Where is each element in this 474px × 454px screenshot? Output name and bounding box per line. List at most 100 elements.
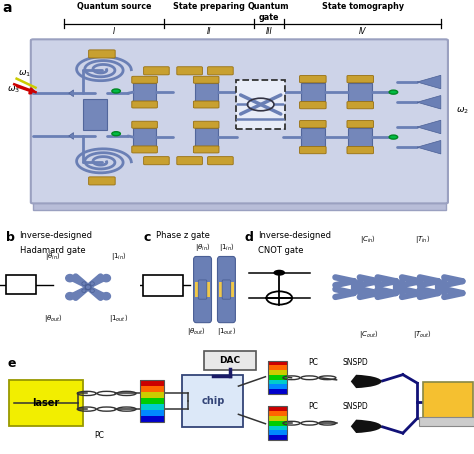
- Text: Hadamard gate: Hadamard gate: [19, 246, 85, 255]
- FancyBboxPatch shape: [347, 120, 374, 128]
- Text: State preparing: State preparing: [173, 2, 245, 11]
- Text: $|1_{in}\rangle$: $|1_{in}\rangle$: [111, 250, 127, 262]
- FancyBboxPatch shape: [195, 83, 218, 101]
- FancyBboxPatch shape: [300, 120, 326, 128]
- FancyBboxPatch shape: [9, 380, 83, 426]
- FancyBboxPatch shape: [83, 99, 107, 130]
- Circle shape: [389, 135, 398, 139]
- Circle shape: [90, 282, 94, 286]
- FancyBboxPatch shape: [268, 411, 287, 416]
- FancyBboxPatch shape: [268, 385, 287, 389]
- Text: $|C_{out}\rangle$: $|C_{out}\rangle$: [359, 329, 378, 340]
- Circle shape: [82, 289, 86, 292]
- FancyBboxPatch shape: [193, 146, 219, 153]
- FancyBboxPatch shape: [198, 280, 207, 299]
- FancyBboxPatch shape: [132, 76, 157, 83]
- Text: PC: PC: [308, 402, 318, 411]
- FancyBboxPatch shape: [423, 382, 473, 422]
- FancyBboxPatch shape: [268, 380, 287, 385]
- Circle shape: [85, 285, 91, 290]
- FancyBboxPatch shape: [268, 389, 287, 394]
- FancyBboxPatch shape: [182, 375, 243, 427]
- Text: Inverse-designed: Inverse-designed: [258, 231, 331, 240]
- FancyBboxPatch shape: [218, 257, 236, 323]
- Text: SNSPD: SNSPD: [343, 402, 368, 411]
- Text: c: c: [144, 231, 151, 244]
- Text: $|C_{in}\rangle$: $|C_{in}\rangle$: [360, 233, 376, 246]
- FancyBboxPatch shape: [133, 83, 156, 101]
- FancyBboxPatch shape: [301, 83, 325, 102]
- Text: III: III: [265, 27, 272, 36]
- FancyBboxPatch shape: [132, 121, 157, 128]
- FancyBboxPatch shape: [347, 147, 374, 154]
- Wedge shape: [351, 375, 382, 388]
- Text: Inverse-designed: Inverse-designed: [19, 231, 92, 240]
- Wedge shape: [351, 419, 382, 433]
- FancyBboxPatch shape: [132, 146, 157, 153]
- Polygon shape: [69, 133, 73, 139]
- Circle shape: [112, 89, 120, 93]
- FancyBboxPatch shape: [208, 157, 233, 165]
- Text: Quantum source: Quantum source: [76, 2, 151, 11]
- Circle shape: [66, 292, 74, 300]
- FancyBboxPatch shape: [31, 39, 448, 203]
- FancyBboxPatch shape: [140, 398, 164, 404]
- Text: d: d: [244, 231, 253, 244]
- Text: CNOT gate: CNOT gate: [258, 246, 304, 255]
- Polygon shape: [417, 120, 441, 134]
- FancyBboxPatch shape: [268, 430, 287, 435]
- Circle shape: [102, 275, 110, 282]
- FancyBboxPatch shape: [419, 418, 474, 426]
- FancyBboxPatch shape: [268, 435, 287, 440]
- FancyBboxPatch shape: [143, 275, 182, 296]
- FancyBboxPatch shape: [144, 157, 169, 165]
- FancyBboxPatch shape: [208, 67, 233, 75]
- Text: State tomography: State tomography: [321, 2, 404, 11]
- Text: $|1_{out}\rangle$: $|1_{out}\rangle$: [109, 311, 128, 324]
- FancyBboxPatch shape: [348, 83, 372, 102]
- Text: $R_z(\theta)$: $R_z(\theta)$: [153, 279, 173, 291]
- Text: chip: chip: [201, 396, 225, 406]
- FancyBboxPatch shape: [348, 128, 372, 147]
- FancyBboxPatch shape: [140, 404, 164, 410]
- FancyBboxPatch shape: [268, 375, 287, 380]
- Text: $|1_{in}\rangle$: $|1_{in}\rangle$: [219, 241, 234, 253]
- FancyBboxPatch shape: [300, 75, 326, 83]
- FancyBboxPatch shape: [177, 157, 202, 165]
- FancyBboxPatch shape: [140, 392, 164, 398]
- FancyBboxPatch shape: [268, 406, 287, 411]
- FancyBboxPatch shape: [300, 102, 326, 109]
- FancyBboxPatch shape: [195, 282, 210, 297]
- Text: b: b: [6, 231, 15, 244]
- Circle shape: [66, 275, 74, 282]
- Text: $|\theta_{in}\rangle$: $|\theta_{in}\rangle$: [195, 241, 210, 253]
- Polygon shape: [417, 75, 441, 89]
- Text: a: a: [2, 1, 12, 15]
- Circle shape: [90, 289, 94, 292]
- Text: e: e: [7, 357, 16, 370]
- FancyBboxPatch shape: [140, 410, 164, 416]
- Circle shape: [389, 90, 398, 94]
- FancyBboxPatch shape: [89, 50, 115, 58]
- Text: PC: PC: [308, 358, 318, 367]
- FancyBboxPatch shape: [6, 275, 36, 294]
- Polygon shape: [69, 90, 73, 97]
- FancyBboxPatch shape: [144, 67, 169, 75]
- Polygon shape: [417, 95, 441, 109]
- Text: Quantum
gate: Quantum gate: [248, 2, 290, 22]
- Text: I: I: [113, 27, 115, 36]
- FancyBboxPatch shape: [219, 282, 234, 297]
- Text: PC: PC: [95, 431, 104, 440]
- FancyBboxPatch shape: [193, 101, 219, 108]
- FancyBboxPatch shape: [133, 128, 156, 146]
- Text: $|\theta_{in}\rangle$: $|\theta_{in}\rangle$: [46, 250, 61, 262]
- FancyBboxPatch shape: [140, 380, 164, 386]
- FancyBboxPatch shape: [236, 80, 285, 129]
- FancyBboxPatch shape: [222, 280, 231, 299]
- Polygon shape: [417, 140, 441, 154]
- Text: $|T_{in}\rangle$: $|T_{in}\rangle$: [415, 233, 430, 246]
- FancyBboxPatch shape: [268, 370, 287, 375]
- Text: DAC: DAC: [219, 356, 240, 365]
- Text: $|\theta_{out}\rangle$: $|\theta_{out}\rangle$: [44, 311, 63, 324]
- Text: $\omega_1$: $\omega_1$: [18, 68, 31, 79]
